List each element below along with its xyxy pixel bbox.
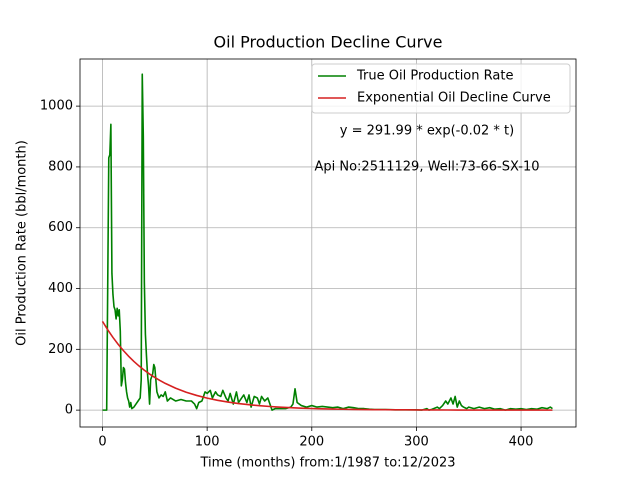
y-axis-label: Oil Production Rate (bbl/month) <box>15 140 30 346</box>
chart-title: Oil Production Decline Curve <box>214 33 443 52</box>
annotation: Api No:2511129, Well:73-66-SX-10 <box>314 160 539 175</box>
x-axis-label: Time (months) from:1/1987 to:12/2023 <box>199 456 455 471</box>
x-tick-label: 400 <box>509 435 534 450</box>
x-tick-label: 300 <box>404 435 429 450</box>
legend-label: Exponential Oil Decline Curve <box>357 91 551 106</box>
data-line <box>102 73 553 411</box>
x-tick-label: 100 <box>195 435 220 450</box>
x-tick-label: 200 <box>299 435 324 450</box>
y-tick-label: 400 <box>48 281 73 296</box>
plot-frame <box>79 58 577 428</box>
x-tick-label: 0 <box>98 435 106 450</box>
legend-label: True Oil Production Rate <box>356 69 513 84</box>
annotation: y = 291.99 * exp(-0.02 * t) <box>340 124 514 139</box>
y-tick-label: 600 <box>48 220 73 235</box>
y-tick-label: 800 <box>48 159 73 174</box>
y-tick-label: 0 <box>65 403 73 418</box>
y-tick-label: 1000 <box>40 99 73 114</box>
legend-box <box>311 63 571 114</box>
y-tick-label: 200 <box>48 342 73 357</box>
data-line <box>101 320 553 411</box>
